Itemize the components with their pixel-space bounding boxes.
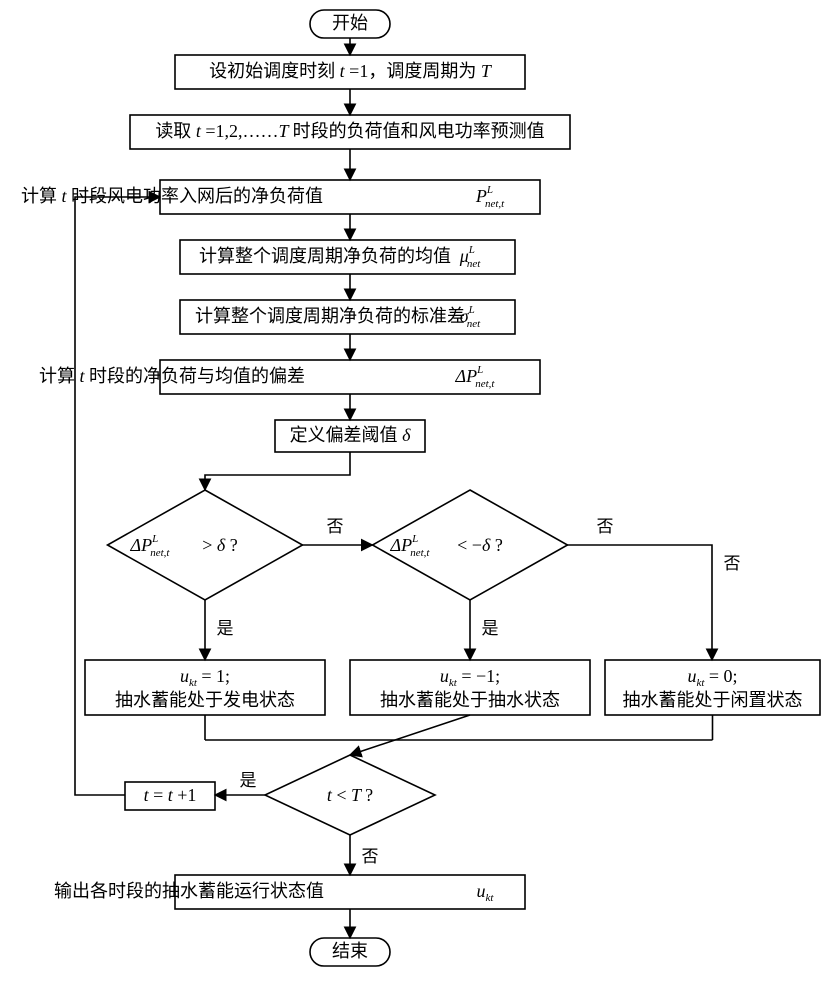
svg-text:是: 是 [217, 619, 234, 638]
svg-text:t = t +1: t = t +1 [144, 785, 197, 805]
svg-text:计算整个调度周期净负荷的均值: 计算整个调度周期净负荷的均值 [199, 246, 451, 266]
svg-text:σLnet: σLnet [460, 304, 481, 330]
svg-text:否: 否 [597, 517, 614, 536]
svg-text:ukt: ukt [477, 881, 495, 903]
svg-text:读取 t =1,2,……T 时段的负荷值和风电功率预测值: 读取 t =1,2,……T 时段的负荷值和风电功率预测值 [155, 121, 544, 141]
svg-text:抽水蓄能处于闲置状态: 抽水蓄能处于闲置状态 [623, 690, 803, 710]
svg-text:< −δ ?: < −δ ? [457, 535, 503, 555]
svg-text:开始: 开始 [332, 13, 368, 33]
svg-text:抽水蓄能处于抽水状态: 抽水蓄能处于抽水状态 [380, 690, 560, 710]
svg-text:是: 是 [482, 619, 499, 638]
svg-text:PLnet,t: PLnet,t [475, 184, 505, 210]
svg-text:抽水蓄能处于发电状态: 抽水蓄能处于发电状态 [115, 690, 295, 710]
svg-text:ukt = 1;: ukt = 1; [180, 666, 230, 688]
svg-text:ΔPLnet,t: ΔPLnet,t [455, 364, 496, 390]
svg-text:设初始调度时刻 t =1，调度周期为 T: 设初始调度时刻 t =1，调度周期为 T [209, 61, 493, 81]
svg-text:ukt = −1;: ukt = −1; [440, 666, 500, 688]
svg-text:否: 否 [362, 847, 379, 866]
svg-text:ΔPLnet,t: ΔPLnet,t [130, 533, 171, 559]
svg-text:ΔPLnet,t: ΔPLnet,t [390, 533, 431, 559]
svg-text:结束: 结束 [332, 941, 368, 961]
svg-text:> δ ?: > δ ? [202, 535, 238, 555]
svg-text:定义偏差阈值 δ: 定义偏差阈值 δ [290, 425, 412, 445]
svg-text:计算 t 时段风电功率入网后的净负荷值: 计算 t 时段风电功率入网后的净负荷值 [21, 186, 323, 206]
svg-text:否: 否 [724, 554, 741, 573]
svg-text:μLnet: μLnet [459, 244, 482, 270]
svg-text:是: 是 [240, 771, 257, 790]
svg-text:否: 否 [327, 517, 344, 536]
svg-text:计算整个调度周期净负荷的标准差: 计算整个调度周期净负荷的标准差 [195, 306, 465, 326]
svg-text:计算 t 时段的净负荷与均值的偏差: 计算 t 时段的净负荷与均值的偏差 [39, 366, 305, 386]
svg-text:t < T ?: t < T ? [327, 785, 373, 805]
svg-text:ukt = 0;: ukt = 0; [687, 666, 737, 688]
svg-text:输出各时段的抽水蓄能运行状态值: 输出各时段的抽水蓄能运行状态值 [54, 881, 324, 901]
